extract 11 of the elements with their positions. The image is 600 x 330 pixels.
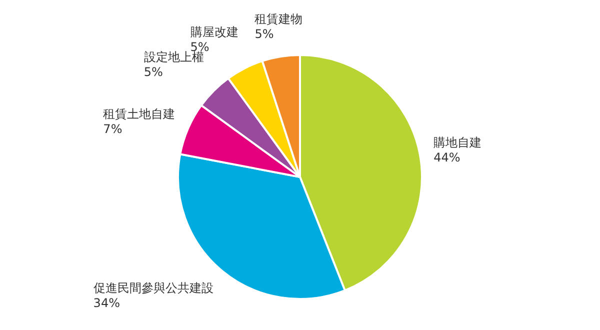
slice-label: 租賃土地自建: [103, 107, 176, 122]
data-label: 5%: [254, 26, 274, 41]
slice-label: 租賃建物: [254, 12, 303, 26]
slice-label: 購地自建: [434, 136, 482, 150]
slice-label: 促進民間參與公共建設: [93, 280, 214, 295]
slice-label: 購屋改建: [190, 24, 238, 39]
slice-label: 設定地上權: [144, 50, 204, 64]
data-label: 7%: [103, 122, 122, 136]
data-label: 34%: [93, 296, 120, 310]
data-label: 5%: [144, 64, 163, 79]
data-label: 44%: [434, 150, 460, 165]
